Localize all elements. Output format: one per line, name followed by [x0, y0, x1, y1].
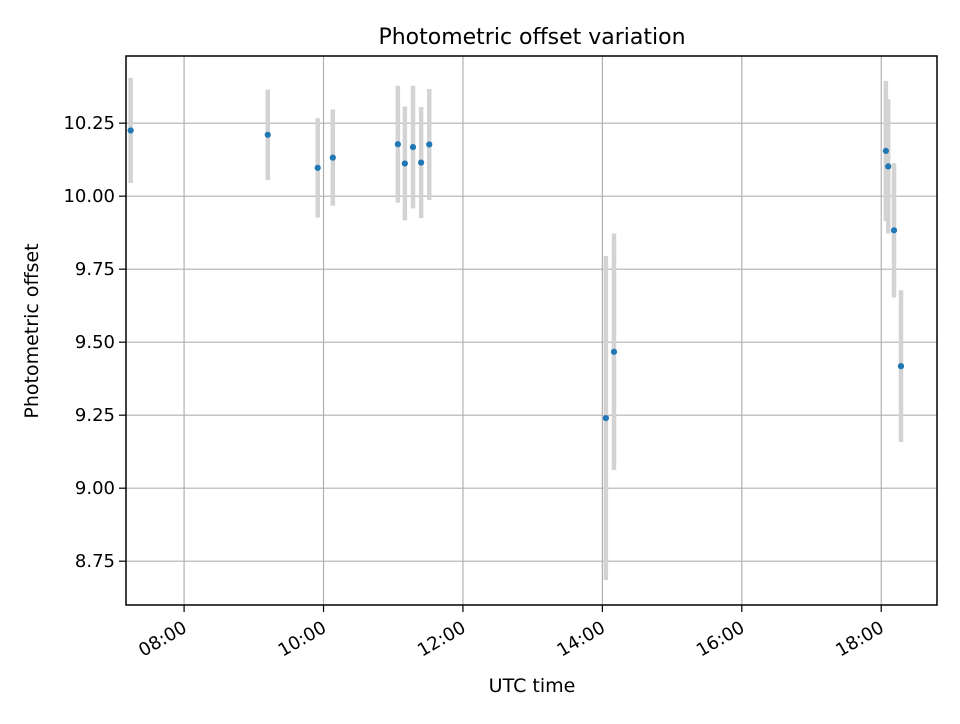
data-point — [882, 147, 889, 155]
data-point — [264, 131, 271, 138]
data-point — [401, 160, 408, 167]
data-point — [602, 415, 609, 422]
y-axis-ticks: 8.75 9.00 9.25 9.50 9.75 10.00 10.25 — [63, 113, 126, 572]
y-tick-label: 9.25 — [75, 405, 115, 426]
data-point — [890, 227, 898, 234]
data-point — [426, 141, 433, 148]
data-point — [127, 127, 134, 134]
y-tick-label: 9.50 — [75, 332, 115, 353]
data-point — [610, 348, 618, 355]
y-tick-label: 8.75 — [75, 551, 115, 572]
grid-layer — [126, 56, 937, 605]
plot-frame — [125, 55, 938, 606]
data-point — [885, 163, 892, 170]
data-point — [314, 164, 321, 171]
data-point — [409, 144, 417, 151]
data-point — [329, 154, 336, 161]
point-layer — [127, 127, 905, 422]
data-point — [897, 363, 905, 370]
y-tick-label: 10.25 — [63, 113, 115, 134]
chart-title: Photometric offset variation — [378, 25, 685, 50]
y-tick-label: 9.00 — [75, 478, 115, 499]
y-axis-label: Photometric offset — [21, 243, 43, 418]
data-point — [418, 159, 425, 166]
x-axis-label: UTC time — [489, 675, 576, 697]
y-tick-label: 9.75 — [75, 259, 115, 280]
data-point — [394, 141, 401, 148]
y-tick-label: 10.00 — [63, 186, 115, 207]
